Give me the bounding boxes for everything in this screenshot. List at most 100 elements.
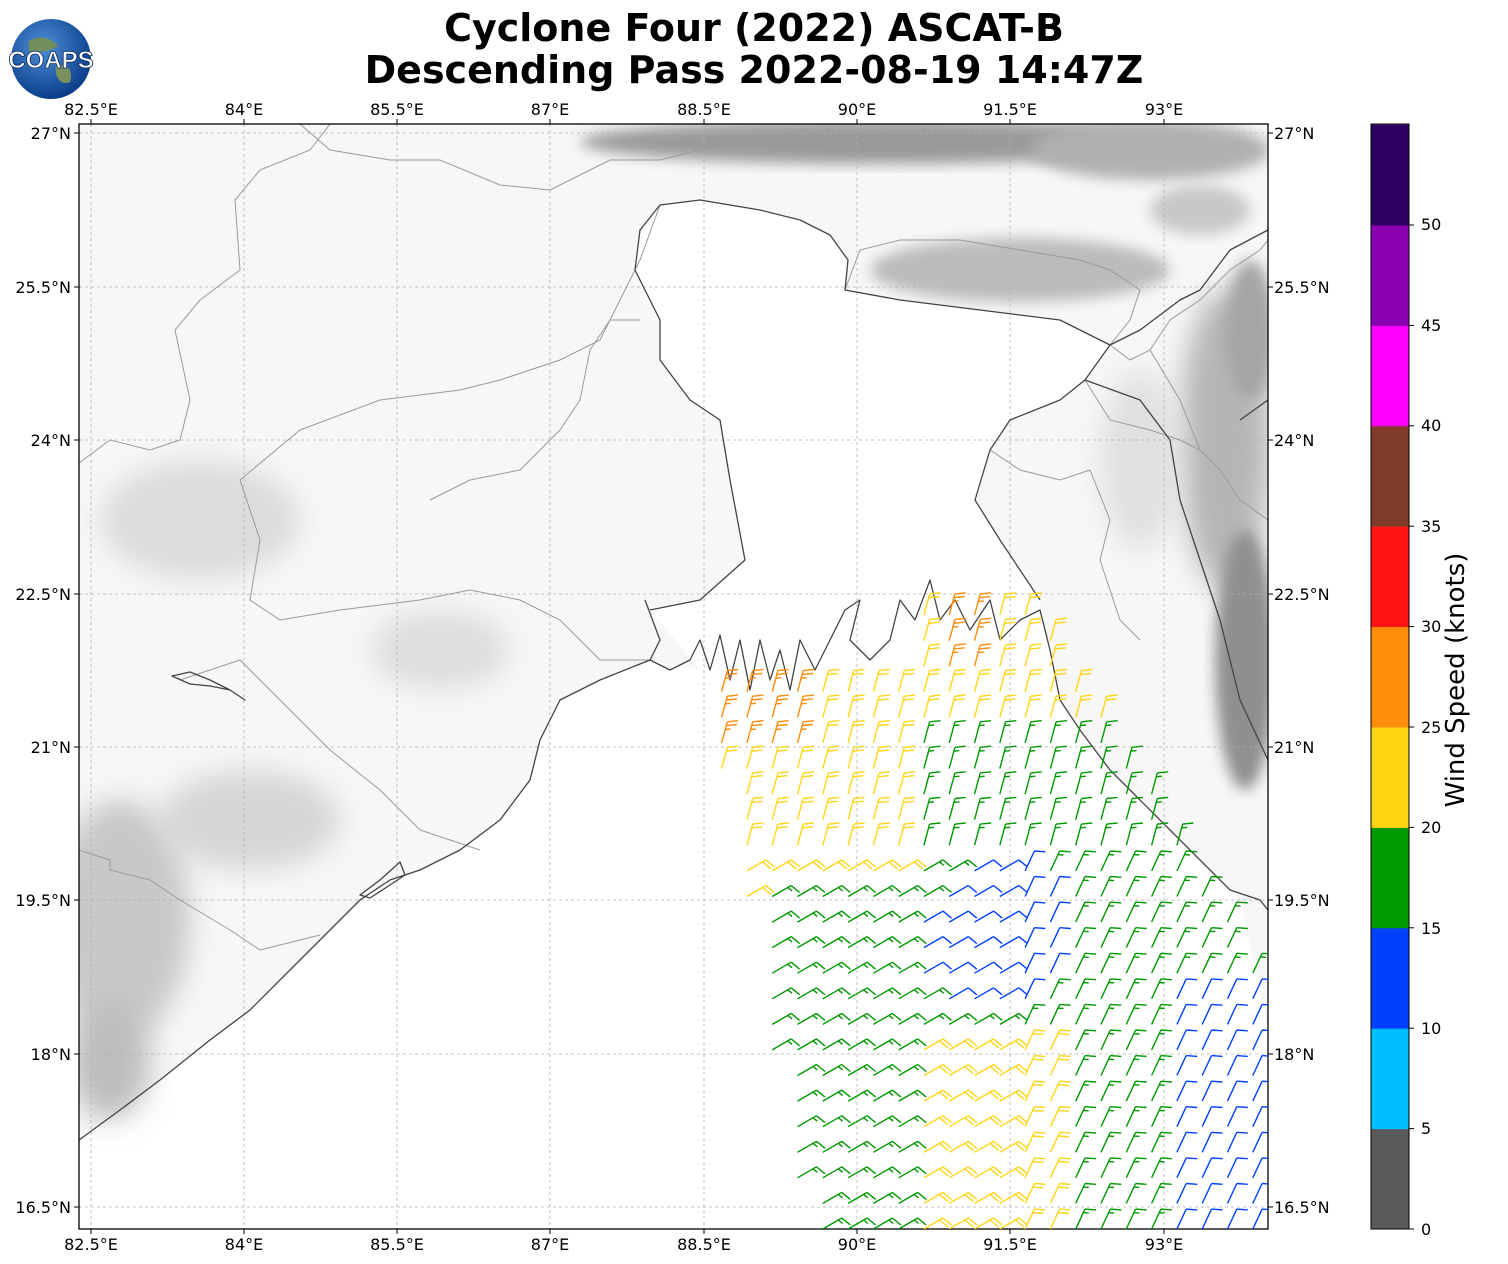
wind-barb	[872, 771, 890, 795]
wind-barb	[1150, 1029, 1172, 1051]
wind-barb	[923, 935, 952, 949]
wind-barb	[796, 720, 815, 744]
wind-barb	[1252, 1003, 1268, 1025]
wind-barb	[1176, 1131, 1198, 1153]
wind-barb	[746, 668, 764, 692]
wind-barb	[796, 694, 815, 718]
colorbar-label: Wind Speed (knots)	[1441, 552, 1471, 808]
lat-tick-right: 21°N	[1274, 738, 1314, 757]
wind-barb	[1100, 1080, 1122, 1102]
wind-barb	[1125, 1054, 1147, 1076]
wind-barb	[1075, 694, 1093, 718]
wind-barb	[1075, 1106, 1097, 1127]
wind-barb	[1150, 771, 1169, 795]
wind-barb	[923, 668, 941, 692]
wind-barb	[999, 720, 1017, 744]
wind-barb	[847, 720, 865, 744]
wind-barb	[822, 1012, 851, 1026]
wind-barb	[797, 987, 826, 1000]
wind-barb	[1252, 1157, 1268, 1179]
wind-barb	[797, 935, 826, 949]
wind-barb	[873, 1191, 902, 1205]
wind-barb	[822, 1063, 851, 1077]
wind-barb	[1100, 771, 1118, 795]
wind-barb	[1075, 668, 1093, 692]
wind-barb	[999, 694, 1017, 718]
wind-barb	[1075, 927, 1097, 948]
wind-barb	[1201, 875, 1223, 897]
wind-barb	[1252, 1029, 1268, 1051]
wind-barb	[1075, 901, 1097, 923]
wind-barb	[771, 961, 801, 974]
wind-barb	[822, 910, 851, 923]
wind-barb	[974, 859, 1003, 872]
wind-barb	[1125, 1003, 1147, 1025]
wind-barb	[1125, 1157, 1147, 1179]
wind-barb	[923, 961, 952, 974]
wind-barb	[999, 1012, 1028, 1026]
wind-barb	[1100, 1208, 1122, 1229]
wind-barb	[923, 822, 941, 846]
wind-barb	[873, 1140, 902, 1153]
wind-barb	[847, 1115, 877, 1128]
wind-barb	[974, 884, 1003, 898]
globe-icon	[11, 19, 91, 99]
wind-barb	[872, 796, 890, 820]
wind-barb	[796, 822, 815, 846]
lat-tick-left: 25.5°N	[15, 278, 71, 297]
wind-barb	[873, 987, 902, 1000]
wind-barb	[1075, 952, 1097, 974]
colorbar-tick-label: 30	[1421, 617, 1441, 636]
wind-barb	[822, 694, 840, 718]
wind-barb	[1226, 1131, 1248, 1153]
wind-barb	[847, 884, 877, 898]
wind-barb	[873, 1217, 902, 1229]
wind-barb	[771, 884, 801, 898]
colorbar-tick-label: 25	[1421, 718, 1441, 737]
wind-barb	[847, 961, 877, 974]
lon-tick-bottom: 90°E	[838, 1235, 876, 1254]
terrain-shading	[79, 124, 1268, 1120]
wind-barb	[797, 1063, 826, 1077]
wind-barb	[948, 1217, 978, 1229]
colorbar-tick-label: 0	[1421, 1220, 1431, 1239]
wind-barb	[1252, 1208, 1268, 1229]
wind-barb	[999, 822, 1017, 846]
wind-barb	[1024, 875, 1046, 897]
wind-barb	[847, 987, 877, 1000]
wind-barb	[847, 796, 865, 820]
wind-barb	[1049, 1106, 1071, 1127]
wind-barb	[771, 694, 789, 718]
wind-barb	[974, 1166, 1003, 1179]
wind-barb	[923, 884, 952, 898]
wind-barb	[923, 1089, 952, 1102]
wind-barb	[1049, 952, 1071, 974]
wind-barb	[999, 1140, 1028, 1153]
wind-barb	[999, 745, 1017, 769]
wind-barb	[1252, 952, 1268, 974]
wind-barb	[1226, 927, 1248, 948]
wind-barb	[1024, 850, 1046, 872]
wind-barb	[720, 745, 739, 769]
wind-barb	[898, 720, 916, 744]
wind-barb	[797, 1140, 826, 1153]
wind-barb	[847, 1191, 877, 1205]
wind-barb	[923, 910, 952, 923]
wind-barb	[847, 1089, 877, 1102]
coastline	[79, 199, 1268, 1141]
wind-barb	[822, 668, 840, 692]
colorbar-tick-label: 45	[1421, 316, 1441, 335]
wind-barb	[1252, 1054, 1268, 1076]
wind-barb	[873, 1063, 902, 1077]
wind-barb	[923, 1140, 952, 1153]
wind-barbs	[720, 592, 1268, 1229]
colorbar-bin	[1371, 827, 1409, 929]
wind-barb	[872, 745, 890, 769]
wind-barb	[847, 935, 877, 949]
wind-barb	[974, 1038, 1003, 1051]
wind-barb	[974, 1217, 1003, 1229]
wind-barb	[873, 910, 902, 923]
wind-barb	[771, 910, 801, 923]
colorbar-bin	[1371, 1128, 1409, 1230]
wind-barb	[1024, 643, 1042, 667]
